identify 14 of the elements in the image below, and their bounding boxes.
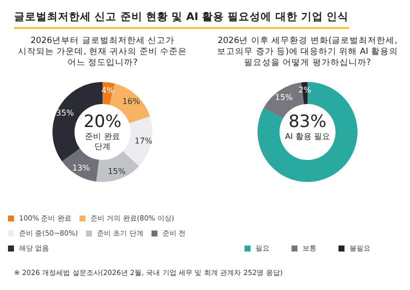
data-label: 16%: [122, 96, 141, 106]
text: AI 활용 필요: [284, 132, 331, 142]
chart-title: 글로벌최저한세 신고 준비 현황 및 AI 활용 필요성에 대한 기업 인식: [14, 10, 349, 29]
data-label: 2%: [298, 86, 312, 95]
data-label: 15%: [108, 167, 126, 176]
text: 83%: [288, 112, 328, 132]
data-label: 15%: [275, 92, 294, 102]
text: 준비 완료 단계: [84, 132, 121, 152]
data-label: 13%: [72, 164, 90, 173]
text: 20%: [82, 112, 122, 132]
chart-subtitle: 2026년부터 글로벌최저한세 신고가 시작되는 가운데, 현재 귀사의 준비 수준은 어느 정도입니까?: [16, 36, 188, 69]
data-label: 17%: [134, 136, 153, 146]
data-label: 35%: [56, 108, 74, 118]
chart-title: 2026년 이후 세무환경 변화(글로벌최저한세, 보고의무 증가 등)에 대응하기 위해 AI 활용의 필요성을 어떻게 평가하십니까?: [217, 36, 398, 69]
